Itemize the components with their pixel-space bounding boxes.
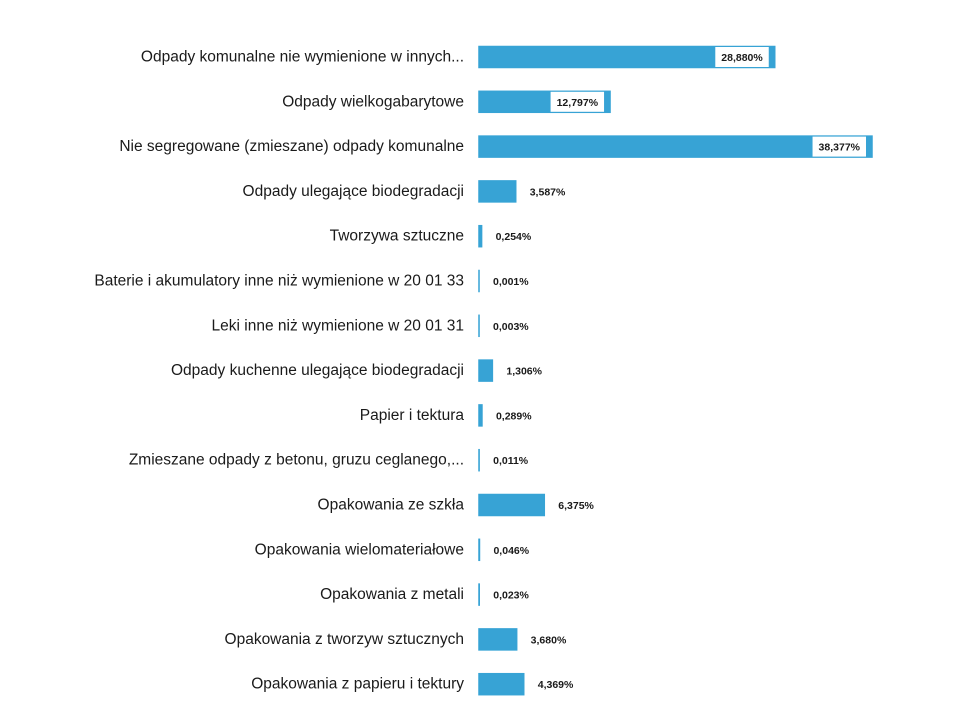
value-label: 0,001% — [493, 276, 529, 288]
category-label: Leki inne niż wymienione w 20 01 31 — [212, 317, 464, 334]
category-label: Opakowania wielomateriałowe — [255, 541, 464, 558]
value-label-box — [487, 584, 535, 605]
category-label: Odpady kuchenne ulegające biodegradacji — [171, 362, 464, 379]
value-label: 4,369% — [538, 679, 574, 691]
value-label-box — [531, 674, 580, 695]
value-label-box — [487, 315, 535, 336]
value-label: 28,880% — [721, 52, 763, 64]
value-label-box — [489, 405, 538, 426]
category-label: Opakowania z tworzyw sztucznych — [225, 631, 464, 648]
value-label: 6,375% — [558, 500, 594, 512]
value-label-box — [552, 495, 600, 515]
value-label-box — [489, 226, 538, 247]
category-label: Tworzywa sztuczne — [330, 228, 464, 245]
bar — [478, 45, 776, 69]
value-label-box — [524, 629, 573, 650]
value-label-box — [523, 181, 572, 202]
category-label: Papier i tektura — [360, 407, 465, 424]
bar — [478, 224, 483, 248]
value-label: 0,046% — [493, 545, 529, 557]
category-label: Nie segregowane (zmieszane) odpady komun… — [119, 138, 464, 155]
value-label: 38,377% — [819, 142, 861, 154]
value-label-box — [487, 450, 535, 471]
value-label: 0,003% — [493, 321, 529, 333]
bar — [478, 135, 873, 158]
bar — [478, 359, 494, 382]
value-label-box — [487, 539, 536, 560]
category-label: Odpady komunalne nie wymienione w innych… — [141, 49, 464, 66]
value-label: 0,289% — [496, 410, 532, 422]
value-label-box — [812, 136, 866, 157]
bar — [478, 404, 483, 427]
bar — [478, 493, 546, 517]
category-label: Opakowania z papieru i tektury — [251, 676, 464, 693]
category-label: Opakowania ze szkła — [318, 497, 465, 514]
value-label-box — [487, 271, 535, 291]
value-label-box — [500, 360, 548, 381]
category-label: Opakowania z metali — [320, 586, 464, 603]
bar — [478, 672, 525, 696]
bar — [478, 180, 517, 203]
bar — [478, 628, 518, 651]
value-label: 1,306% — [506, 366, 542, 378]
value-label: 0,011% — [493, 455, 529, 467]
value-label: 3,680% — [531, 634, 567, 646]
category-label: Zmieszane odpady z betonu, gruzu ceglane… — [129, 452, 464, 469]
category-label: Odpady ulegające biodegradacji — [243, 183, 464, 200]
value-label-box — [715, 47, 769, 67]
category-label: Odpady wielkogabarytowe — [282, 93, 464, 110]
category-label: Baterie i akumulatory inne niż wymienion… — [94, 273, 464, 290]
value-label: 0,254% — [496, 231, 532, 243]
value-label: 12,797% — [557, 97, 599, 109]
value-label: 0,023% — [493, 590, 529, 602]
value-label: 3,587% — [530, 186, 566, 198]
value-label-box — [550, 91, 605, 112]
